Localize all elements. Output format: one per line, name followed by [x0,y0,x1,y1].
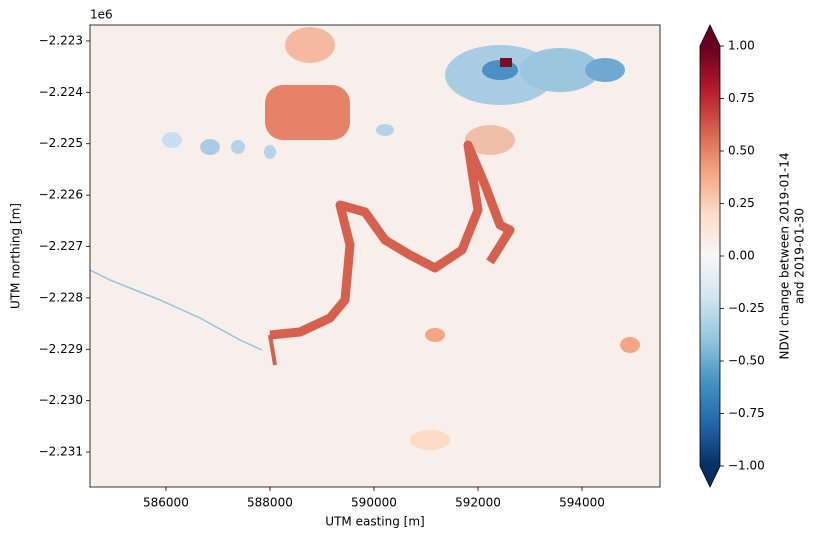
y-offset-label: 1e6 [90,8,113,22]
x-tick-label: 586000 [143,496,189,510]
y-tick-label: −2.230 [39,393,83,407]
colorbar-tick-label: −0.50 [728,354,765,368]
raster-image [90,25,660,487]
y-tick-label: −2.226 [39,188,83,202]
y-tick-label: −2.227 [39,239,83,253]
y-tick-label: −2.229 [39,342,83,356]
y-tick-label: −2.223 [39,33,83,47]
x-tick-label: 588000 [247,496,293,510]
y-tick-label: −2.228 [39,290,83,304]
x-axis-label: UTM easting [m] [325,515,424,529]
colorbar-extend-low [700,466,720,487]
colorbar-tick-label: −0.25 [728,301,765,315]
y-axis-label: UTM northing [m] [9,203,23,309]
x-tick-label: 592000 [455,496,501,510]
colorbar-tick-label: 0.75 [728,91,755,105]
colorbar [700,46,720,466]
y-tick-label: −2.224 [39,85,83,99]
y-tick-label: −2.225 [39,136,83,150]
colorbar-label: NDVI change between 2019-01-14 [778,153,792,360]
axes-frame [89,24,661,488]
colorbar-tick-label: 0.00 [728,249,755,263]
colorbar-tick-label: −1.00 [728,459,765,473]
colorbar-tick-label: 1.00 [728,39,755,53]
colorbar-tick-label: 0.25 [728,196,755,210]
y-tick-label: −2.231 [39,445,83,459]
colorbar-extend-high [700,25,720,46]
colorbar-tick-label: 0.50 [728,144,755,158]
colorbar-label: and 2019-01-30 [793,208,807,304]
x-tick-label: 590000 [351,496,397,510]
x-tick-label: 594000 [559,496,605,510]
colorbar-tick-label: −0.75 [728,406,765,420]
